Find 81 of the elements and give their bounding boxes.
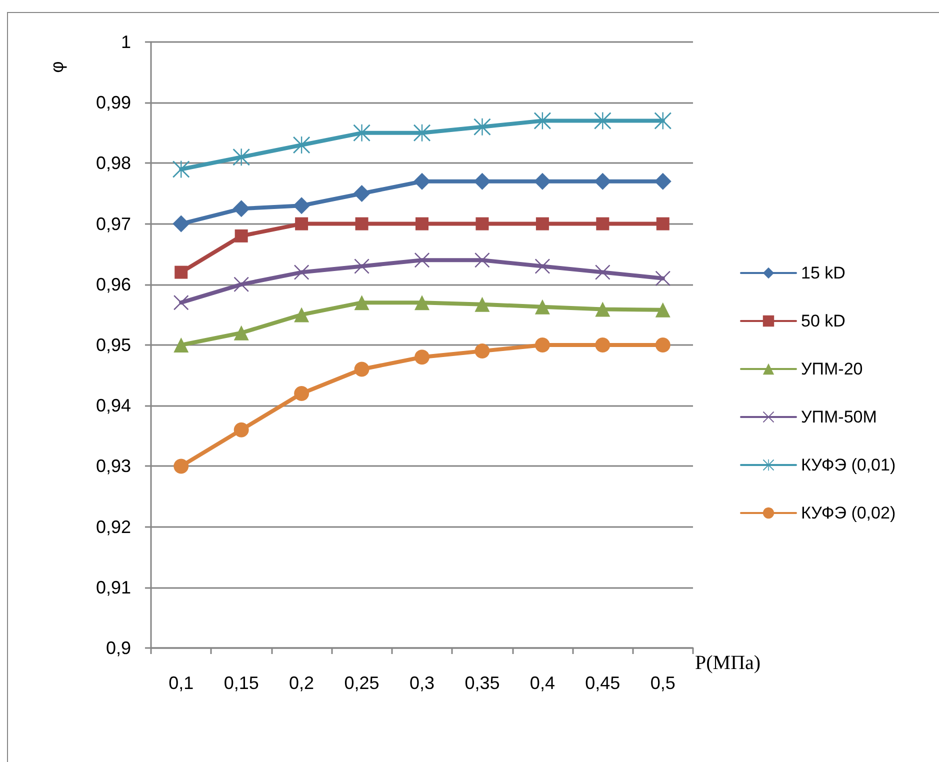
y-tick-label: 1 — [120, 32, 131, 52]
point — [174, 458, 189, 474]
point — [654, 112, 672, 130]
point — [354, 362, 370, 377]
y-tick-label: 0,95 — [96, 335, 131, 355]
point — [293, 136, 310, 154]
point — [232, 148, 250, 166]
point — [174, 266, 188, 279]
y-tick-label: 0,99 — [96, 92, 131, 113]
point — [234, 229, 248, 242]
y-tick-label: 0,9 — [106, 638, 131, 658]
point — [353, 185, 370, 202]
point — [655, 270, 670, 286]
point — [474, 344, 490, 359]
y-tick-label: 0,93 — [96, 456, 131, 476]
point — [355, 217, 368, 230]
y-tick-label: 0,94 — [96, 396, 131, 416]
legend-label: КУФЭ (0,02) — [801, 504, 896, 522]
point — [232, 200, 250, 218]
point — [294, 307, 310, 322]
point — [536, 217, 549, 230]
y-tick-label: 0,96 — [96, 274, 131, 294]
point — [234, 325, 249, 340]
point — [595, 264, 610, 280]
point — [295, 217, 308, 230]
point — [354, 295, 370, 310]
point — [234, 276, 249, 292]
point — [174, 295, 189, 310]
point — [474, 296, 490, 312]
legend-label: УПМ-50М — [801, 408, 877, 426]
point — [655, 302, 670, 318]
x-axis-title: P(МПа) — [695, 652, 761, 674]
point — [294, 264, 310, 280]
point — [595, 302, 610, 317]
legend-label: 15 kD — [801, 264, 846, 282]
x-tick-label: 0,15 — [224, 673, 259, 693]
point — [174, 338, 189, 352]
y-tick-label: 0,97 — [96, 214, 131, 234]
point — [594, 172, 612, 190]
point — [294, 386, 310, 401]
y-tick-label: 0,91 — [96, 577, 131, 598]
x-tick-label: 0,2 — [289, 673, 314, 693]
point — [474, 118, 491, 136]
x-tick-label: 0,35 — [464, 673, 500, 693]
point — [534, 258, 550, 274]
point — [655, 338, 670, 352]
point — [474, 252, 490, 268]
x-tick-label: 0,3 — [409, 673, 435, 693]
x-tick-label: 0,1 — [168, 673, 194, 693]
point — [534, 299, 550, 314]
point — [534, 172, 551, 190]
y-tick-label: 0,92 — [96, 516, 131, 537]
point — [353, 124, 370, 142]
point — [476, 217, 489, 230]
point — [534, 338, 550, 352]
point — [172, 215, 190, 232]
point — [594, 112, 612, 130]
x-tick-label: 0,25 — [344, 673, 380, 693]
point — [234, 422, 249, 438]
point — [414, 172, 430, 190]
x-tick-label: 0,5 — [650, 673, 676, 693]
point — [595, 338, 610, 352]
point — [534, 112, 551, 130]
y-axis-title: φ — [47, 61, 67, 73]
point — [414, 350, 430, 365]
point — [416, 217, 428, 230]
legend-label: 50 kD — [801, 312, 846, 330]
point — [654, 172, 672, 190]
x-tick-label: 0,4 — [530, 673, 555, 693]
y-tick-label: 0,98 — [96, 153, 131, 174]
point — [414, 252, 430, 268]
point — [414, 124, 430, 142]
legend-label: КУФЭ (0,01) — [801, 456, 896, 474]
point — [293, 197, 310, 214]
point — [656, 217, 670, 230]
x-tick-label: 0,45 — [585, 673, 620, 693]
point — [414, 295, 430, 310]
legend-label: УПМ-20 — [801, 360, 863, 378]
point — [474, 172, 491, 190]
point — [596, 217, 610, 230]
point — [172, 160, 190, 178]
